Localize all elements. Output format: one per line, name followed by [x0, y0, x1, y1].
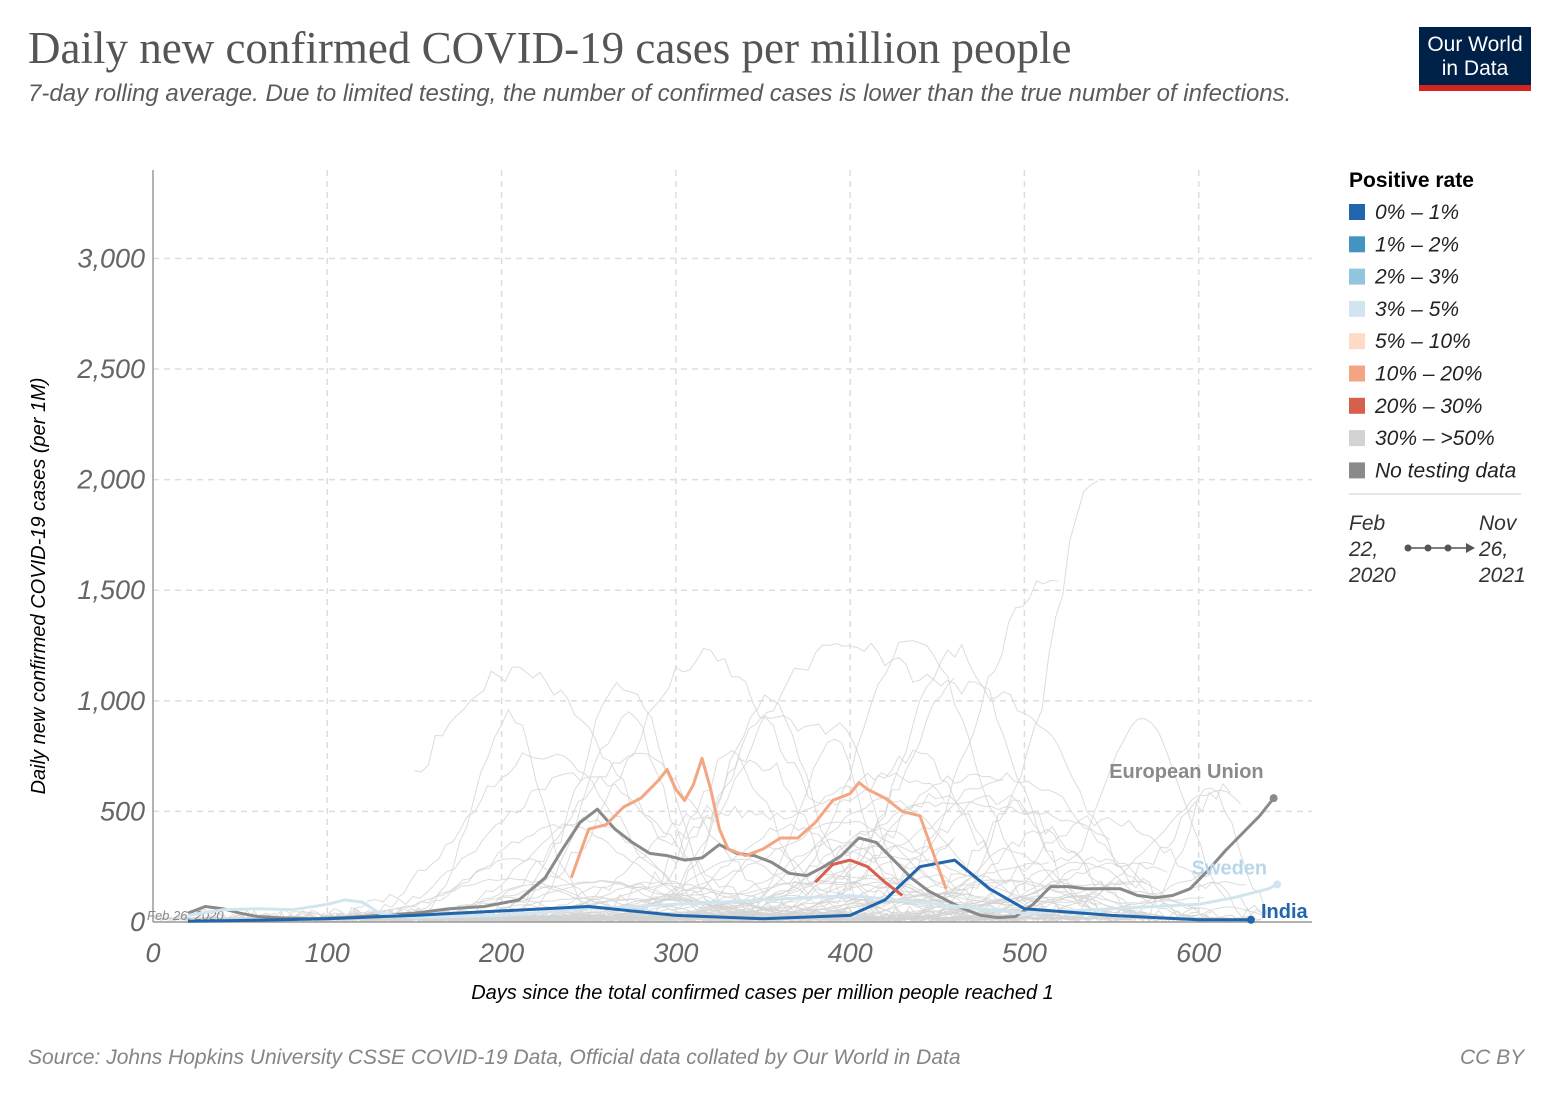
legend-label[interactable]: 20% – 30% — [1374, 395, 1482, 418]
legend-swatch[interactable] — [1349, 365, 1365, 382]
x-tick-label: 600 — [1176, 938, 1221, 968]
timeline-start-date[interactable]: 2020 — [1348, 564, 1396, 587]
legend-swatch[interactable] — [1349, 300, 1365, 317]
timeline-control[interactable]: Feb 22, 2020 Nov 26, 2021 — [1348, 512, 1526, 587]
series-label[interactable]: India — [1261, 901, 1309, 923]
legend-label[interactable]: 3% – 5% — [1375, 298, 1459, 321]
background-country-line — [414, 666, 1078, 923]
legend-label[interactable]: 1% – 2% — [1375, 233, 1459, 256]
license-link[interactable]: CC BY — [1460, 1046, 1525, 1069]
y-tick-label: 2,500 — [76, 354, 145, 384]
x-tick-label: 200 — [478, 938, 524, 968]
y-tick-label: 1,500 — [77, 575, 145, 605]
legend-label[interactable]: 2% – 3% — [1374, 266, 1459, 289]
legend-swatch[interactable] — [1349, 268, 1365, 285]
legend-swatch[interactable] — [1349, 397, 1365, 414]
background-country-line — [431, 643, 1269, 923]
legend: Positive rate 0% – 1% 1% – 2% 2% – 3% 3% – 5… — [1349, 169, 1521, 495]
y-tick-label: 1,000 — [77, 686, 145, 716]
legend-label[interactable]: 10% – 20% — [1375, 363, 1482, 386]
series-end-marker — [1273, 880, 1282, 889]
timeline-handle[interactable] — [1444, 544, 1452, 552]
background-country-line — [306, 647, 991, 923]
legend-title: Positive rate — [1349, 169, 1474, 192]
timeline-arrow-icon[interactable] — [1466, 543, 1475, 553]
series-label[interactable]: European Union — [1109, 761, 1263, 783]
logo-line-1: Our World — [1427, 33, 1523, 56]
timeline-start-date[interactable]: Feb — [1349, 512, 1386, 535]
series-line[interactable] — [187, 883, 1278, 920]
series-line[interactable] — [187, 797, 1275, 921]
timeline-handle[interactable] — [1424, 544, 1432, 552]
legend-swatch[interactable] — [1349, 430, 1365, 447]
series-end-marker — [1269, 794, 1278, 803]
timeline-handle[interactable] — [1404, 544, 1412, 552]
chart-subtitle: 7-day rolling average. Due to limited te… — [28, 80, 1292, 107]
y-axis-label: Daily new confirmed COVID-19 cases (per … — [28, 378, 50, 795]
legend-label[interactable]: 0% – 1% — [1375, 201, 1459, 224]
background-country-line — [389, 836, 956, 923]
legend-label[interactable]: 5% – 10% — [1375, 330, 1471, 353]
series-end-marker — [1247, 915, 1255, 924]
timeline-end-date[interactable]: 26, — [1478, 538, 1508, 561]
x-tick-label: 300 — [653, 938, 698, 968]
timeline-end-date[interactable]: 2021 — [1478, 564, 1526, 587]
y-tick-label: 2,000 — [76, 465, 145, 495]
source-note: Source: Johns Hopkins University CSSE CO… — [28, 1046, 961, 1069]
owid-logo[interactable]: Our World in Data — [1419, 27, 1531, 91]
legend-label[interactable]: 30% – >50% — [1375, 427, 1495, 450]
legend-swatch[interactable] — [1349, 236, 1365, 253]
series-line[interactable] — [187, 858, 1251, 923]
grid — [153, 170, 1312, 922]
y-tick-label: 0 — [130, 907, 145, 937]
highlighted-series: European Union Sweden India — [187, 756, 1309, 924]
x-tick-label: 100 — [305, 938, 350, 968]
series-line[interactable] — [569, 756, 948, 890]
timeline-end-date[interactable]: Nov — [1479, 512, 1518, 535]
background-country-line — [198, 681, 1231, 923]
background-country-line — [268, 715, 1147, 923]
x-axis-label: Days since the total confirmed cases per… — [471, 982, 1054, 1004]
legend-label[interactable]: No testing data — [1375, 459, 1516, 482]
series-line[interactable] — [814, 858, 904, 897]
series-label[interactable]: Sweden — [1192, 857, 1268, 879]
legend-swatch[interactable] — [1349, 333, 1365, 350]
logo-line-2: in Data — [1441, 57, 1509, 80]
x-tick-label: 0 — [145, 938, 160, 968]
legend-swatch[interactable] — [1349, 462, 1365, 479]
x-tick-label: 500 — [1002, 938, 1047, 968]
timeline-start-date[interactable]: 22, — [1348, 538, 1378, 561]
x-tick-label: 400 — [828, 938, 873, 968]
y-tick-label: 500 — [100, 796, 145, 826]
y-tick-label: 3,000 — [77, 243, 145, 273]
legend-swatch[interactable] — [1349, 204, 1365, 220]
chart-title: Daily new confirmed COVID-19 cases per m… — [28, 23, 1072, 73]
axes: 0 500 1,000 1,500 2,000 2,500 3,000 0 100 200 300 4… — [28, 170, 1312, 1004]
